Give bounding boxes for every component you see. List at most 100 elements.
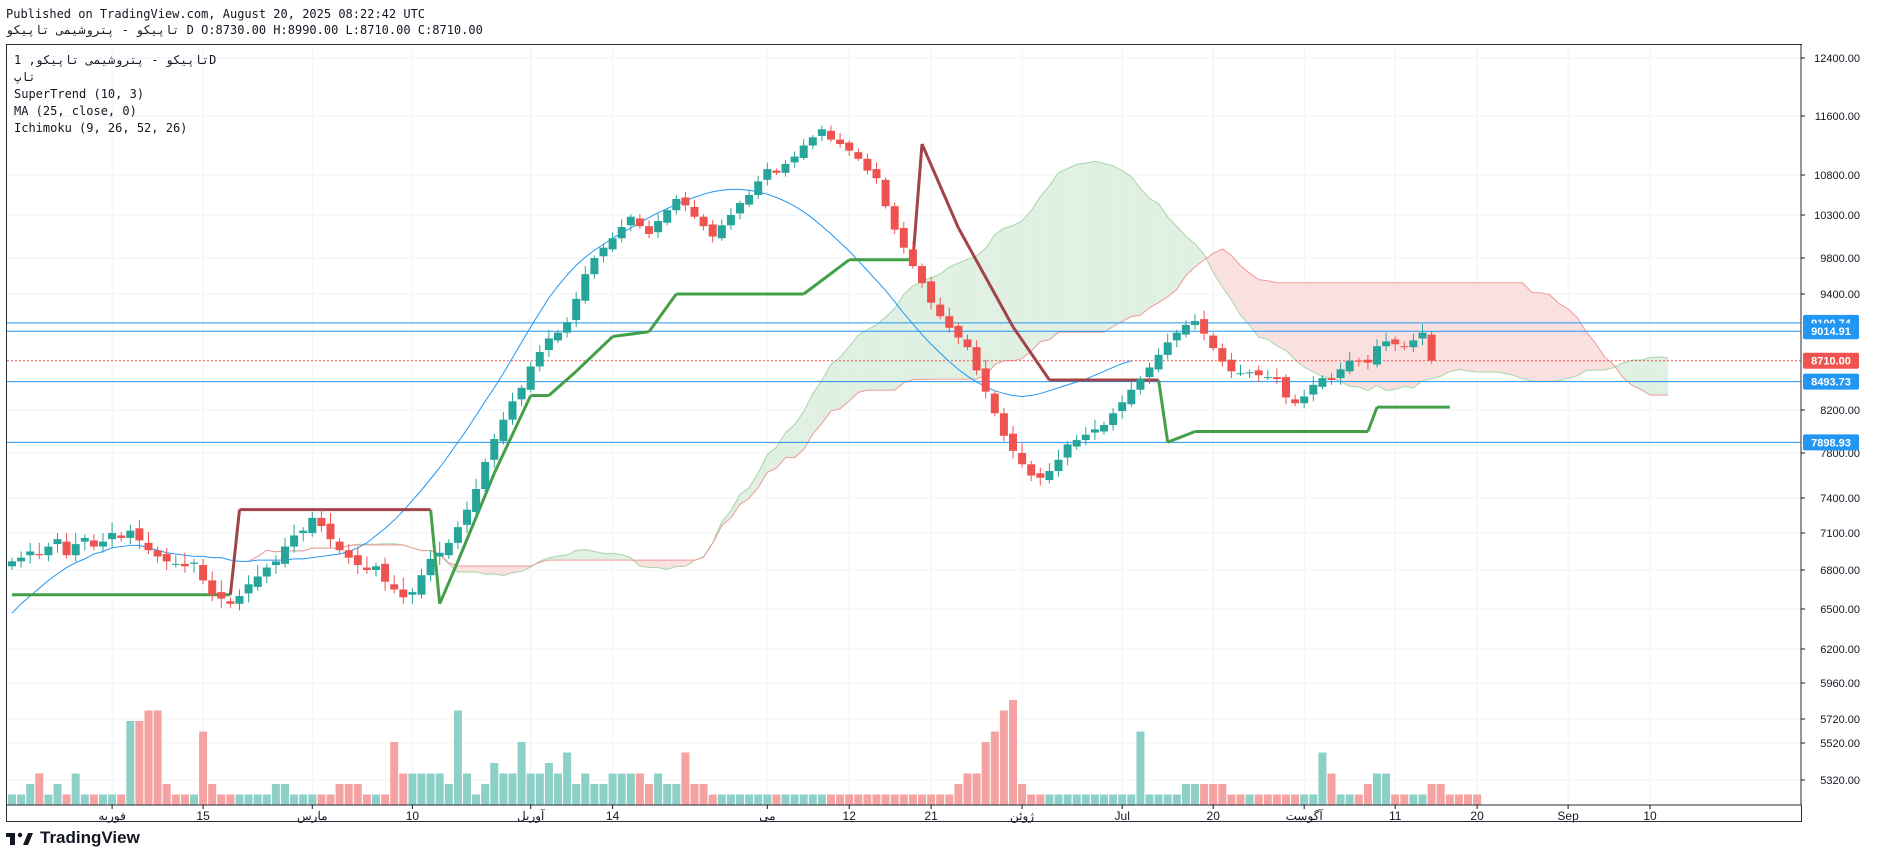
- volume-bar: [435, 773, 444, 805]
- volume-bar: [162, 784, 171, 805]
- volume-bar: [1163, 794, 1172, 805]
- candle-body: [645, 226, 653, 234]
- tradingview-icon: [6, 832, 33, 845]
- volume-bar: [408, 773, 417, 805]
- volume-bar: [954, 784, 963, 805]
- ma-line: [11, 188, 1132, 614]
- ichimoku-cloud-seg: [1031, 196, 1041, 352]
- volume-bar: [1036, 794, 1045, 805]
- candle-body: [35, 553, 44, 556]
- candle-body: [726, 215, 735, 226]
- candle-body: [1118, 402, 1127, 412]
- candle-body: [1209, 335, 1218, 349]
- ichimoku-cloud-seg: [1040, 185, 1050, 342]
- volume-bar: [1400, 794, 1409, 805]
- candle-body: [44, 546, 53, 556]
- candle-body: [299, 530, 308, 533]
- x-tick-label: Jul: [1115, 809, 1130, 823]
- volume-bar: [517, 742, 526, 805]
- volume-bar: [999, 710, 1008, 805]
- y-tick-label: 6200.00: [1820, 644, 1860, 656]
- ichimoku-cloud-seg: [1486, 282, 1496, 373]
- ichimoku-cloud-seg: [922, 277, 932, 380]
- candle-body: [417, 575, 426, 595]
- candle-body: [872, 169, 881, 179]
- legend-symbol[interactable]: تاپیکو - پتروشیمی تاپیکو, 1D: [14, 53, 217, 67]
- candle-body: [308, 517, 317, 533]
- price-label-text: 8710.00: [1811, 356, 1851, 368]
- volume-bar: [117, 794, 126, 805]
- supertrend-seg: [228, 509, 241, 595]
- y-tick-label: 5320.00: [1820, 775, 1860, 787]
- volume-bar: [1272, 794, 1281, 805]
- candle-body: [344, 550, 353, 558]
- supertrend-seg: [612, 330, 650, 339]
- candle-body: [1054, 459, 1063, 471]
- candle-body: [799, 145, 808, 159]
- ichimoku-cloud-seg: [885, 308, 895, 391]
- volume-bar: [1309, 794, 1318, 805]
- candle-body: [1400, 346, 1409, 348]
- volume-bar: [35, 773, 44, 805]
- published-line: Published on TradingView.com, August 20,…: [6, 7, 426, 21]
- ichimoku-cloud-seg: [512, 565, 522, 573]
- supertrend-seg: [1157, 379, 1170, 443]
- volume-bar: [8, 794, 16, 805]
- ichimoku-cloud-seg: [676, 560, 686, 567]
- candle-body: [472, 489, 481, 512]
- candle-body: [708, 224, 717, 237]
- supertrend-seg: [957, 227, 1015, 328]
- brand-label: TradingView: [40, 828, 140, 847]
- candle-body: [217, 592, 226, 599]
- volume-bar: [554, 773, 562, 805]
- ichimoku-cloud-seg: [758, 454, 768, 488]
- candle-body: [117, 535, 126, 538]
- candle-body: [1391, 339, 1400, 345]
- legend-ichimoku[interactable]: Ichimoku (9, 26, 52, 26): [14, 121, 188, 135]
- ichimoku-cloud-seg: [840, 346, 850, 409]
- candle-body: [1382, 341, 1391, 347]
- candle-body: [1282, 377, 1290, 398]
- supertrend-seg: [492, 394, 533, 474]
- legend-supertrend[interactable]: SuperTrend (10, 3): [14, 87, 145, 101]
- price-label-tag: [1803, 373, 1859, 390]
- candle-body: [863, 158, 872, 171]
- candle-body: [1373, 346, 1381, 365]
- chart-legend: تاپیکو - پتروشیمی تاپیکو, 1D تاپ SuperTr…: [14, 52, 216, 137]
- volume-bar: [281, 784, 289, 805]
- x-tick-label: آوریل: [517, 808, 545, 823]
- candle-body: [572, 298, 581, 321]
- candle-body: [817, 129, 826, 136]
- candle-body: [1427, 334, 1436, 361]
- candle-body: [999, 413, 1008, 436]
- candle-body: [635, 218, 644, 227]
- candle-body: [253, 576, 262, 587]
- ichimoku-cloud-seg: [1276, 282, 1286, 351]
- legend-ma[interactable]: MA (25, close, 0): [14, 104, 137, 118]
- volume-bar: [863, 794, 872, 805]
- candle-body: [1163, 342, 1172, 355]
- volume-bar: [745, 794, 754, 805]
- tradingview-logo[interactable]: TradingView: [6, 828, 140, 848]
- x-tick-label: 21: [924, 809, 938, 823]
- volume-bar: [171, 794, 180, 805]
- ichimoku-cloud-seg: [567, 550, 577, 561]
- candle-body: [581, 274, 590, 301]
- x-tick-label: 14: [606, 809, 620, 823]
- volume-bar: [217, 794, 226, 805]
- supertrend-seg: [920, 143, 960, 229]
- ichimoku-cloud-seg: [594, 551, 604, 561]
- candle-body: [954, 325, 963, 338]
- volume-bar: [1318, 752, 1327, 805]
- candle-body: [71, 544, 80, 556]
- volume-bar: [299, 794, 308, 805]
- candle-body: [271, 561, 280, 566]
- volume-bar: [736, 794, 744, 805]
- ichimoku-cloud-seg: [912, 281, 922, 380]
- candle-body: [772, 170, 781, 173]
- candle-body: [1181, 324, 1190, 335]
- volume-bar: [1300, 794, 1309, 805]
- volume-bar: [1436, 784, 1445, 805]
- volume-bar: [399, 773, 408, 805]
